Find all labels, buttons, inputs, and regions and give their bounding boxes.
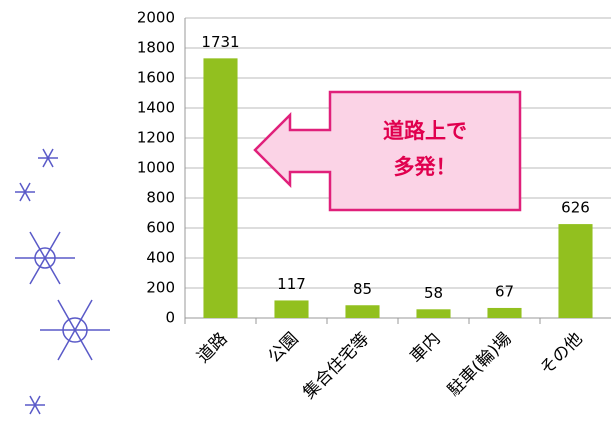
y-tick-label: 1200 bbox=[137, 129, 175, 147]
value-label: 117 bbox=[277, 275, 306, 293]
x-tick-label: 公園 bbox=[264, 329, 302, 367]
value-label: 1731 bbox=[201, 33, 239, 51]
y-tick-label: 800 bbox=[146, 189, 175, 207]
value-label: 85 bbox=[353, 280, 372, 298]
y-tick-label: 1600 bbox=[137, 69, 175, 87]
bar bbox=[203, 58, 238, 318]
x-tick-label: 駐車(輪)場 bbox=[444, 329, 516, 401]
x-tick-label: 車内 bbox=[406, 329, 444, 367]
value-label: 58 bbox=[424, 284, 443, 302]
annotation: 多発！ bbox=[394, 155, 457, 179]
bar bbox=[416, 309, 451, 318]
callout bbox=[253, 90, 522, 212]
value-label: 67 bbox=[495, 282, 514, 300]
y-tick-label: 2000 bbox=[137, 9, 175, 27]
y-tick-label: 0 bbox=[165, 309, 175, 327]
y-tick-label: 1400 bbox=[137, 99, 175, 117]
y-tick-label: 1800 bbox=[137, 39, 175, 57]
annotation: 道路上で bbox=[383, 119, 467, 143]
x-tick-label: 集合住宅等 bbox=[299, 329, 373, 403]
y-tick-label: 1000 bbox=[137, 159, 175, 177]
bar bbox=[558, 224, 593, 318]
y-tick-label: 400 bbox=[146, 249, 175, 267]
x-tick-label: 道路 bbox=[193, 329, 231, 367]
snowflakes bbox=[15, 148, 110, 415]
x-tick-label: その他 bbox=[536, 329, 586, 379]
bar bbox=[345, 305, 380, 318]
y-tick-label: 200 bbox=[146, 279, 175, 297]
value-label: 626 bbox=[561, 199, 590, 217]
bar bbox=[487, 307, 522, 318]
y-tick-label: 600 bbox=[146, 219, 175, 237]
bar bbox=[274, 300, 309, 318]
